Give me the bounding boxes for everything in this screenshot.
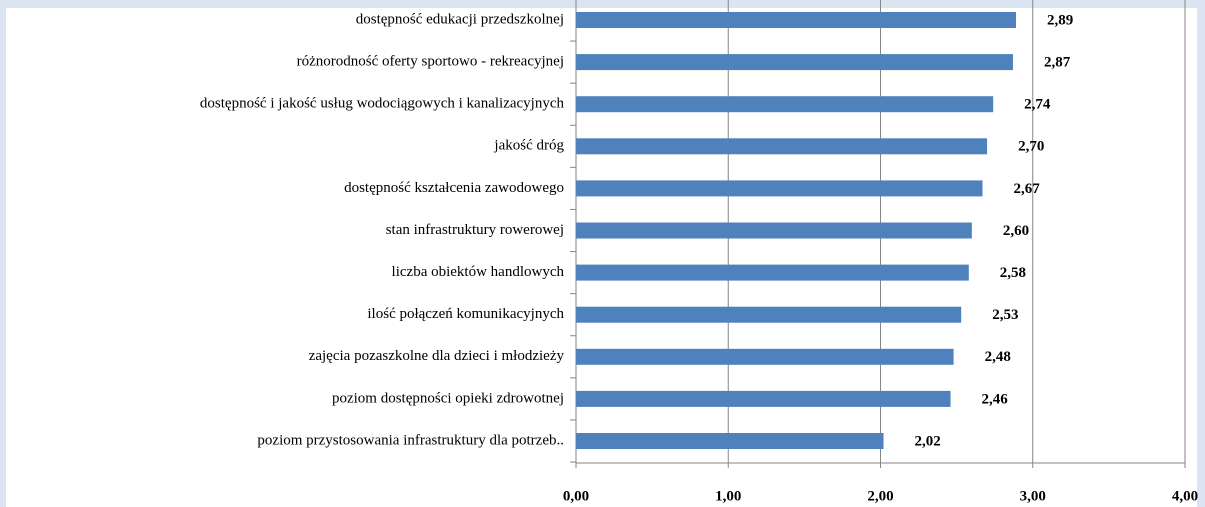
value-label: 2,87 xyxy=(1044,55,1071,71)
y-tick-label: różnorodność oferty sportowo - rekreacyj… xyxy=(297,54,564,70)
value-label: 2,89 xyxy=(1047,12,1073,28)
x-tick-label: 4,00 xyxy=(1172,488,1198,504)
y-tick-label: liczba obiektów handlowych xyxy=(392,264,565,280)
y-tick-label: zajęcia pozaszkolne dla dzieci i młodzie… xyxy=(309,348,565,364)
bar xyxy=(576,348,954,365)
chart-area xyxy=(6,8,1197,507)
y-tick-label: dostępność kształcenia zawodowego xyxy=(344,180,564,196)
value-label: 2,70 xyxy=(1018,139,1044,155)
y-tick-label: dostępność edukacji przedszkolnej xyxy=(356,11,564,27)
bar xyxy=(576,306,962,323)
bar xyxy=(576,222,972,239)
value-label: 2,67 xyxy=(1014,181,1041,197)
bar xyxy=(576,180,983,197)
value-label: 2,46 xyxy=(982,391,1009,407)
bar xyxy=(576,96,994,113)
value-label: 2,60 xyxy=(1003,223,1029,239)
bar xyxy=(576,138,988,155)
value-label: 2,48 xyxy=(985,349,1011,365)
value-label: 2,53 xyxy=(992,307,1018,323)
bar xyxy=(576,54,1013,71)
value-label: 2,02 xyxy=(915,433,941,449)
bar xyxy=(576,12,1017,28)
x-tick-label: 1,00 xyxy=(715,488,741,504)
y-tick-label: jakość dróg xyxy=(493,138,564,154)
bar xyxy=(576,390,951,407)
value-label: 2,74 xyxy=(1024,97,1051,113)
value-label: 2,58 xyxy=(1000,265,1026,281)
y-tick-label: ilość połączeń komunikacyjnych xyxy=(367,306,564,322)
y-tick-label: dostępność i jakość usług wodociągowych … xyxy=(200,96,565,112)
bar xyxy=(576,433,884,449)
y-tick-label: stan infrastruktury rowerowej xyxy=(386,222,564,238)
y-tick-label: poziom dostępności opieki zdrowotnej xyxy=(332,390,564,406)
x-tick-label: 0,00 xyxy=(563,488,589,504)
bar xyxy=(576,264,969,281)
x-tick-label: 2,00 xyxy=(867,488,893,504)
x-tick-label: 3,00 xyxy=(1020,488,1046,504)
y-tick-label: poziom przystosowania infrastruktury dla… xyxy=(257,432,564,448)
